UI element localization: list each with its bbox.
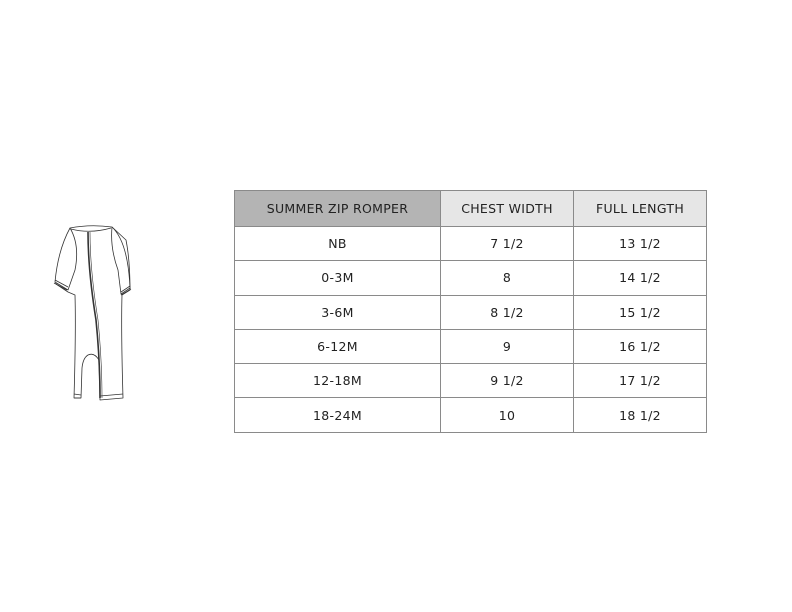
size-cell: NB bbox=[234, 225, 441, 262]
table-row: NB 7 1/2 13 1/2 bbox=[234, 225, 707, 262]
table-header-row: SUMMER ZIP ROMPER CHEST WIDTH FULL LENGT… bbox=[234, 190, 707, 227]
length-cell: 18 1/2 bbox=[573, 397, 707, 433]
header-style: SUMMER ZIP ROMPER bbox=[234, 190, 441, 227]
chest-cell: 9 bbox=[440, 328, 574, 365]
length-cell: 13 1/2 bbox=[573, 225, 707, 262]
table-row: 0-3M 8 14 1/2 bbox=[234, 260, 707, 296]
chest-cell: 10 bbox=[440, 397, 574, 433]
chest-cell: 8 bbox=[440, 260, 574, 296]
chest-cell: 7 1/2 bbox=[440, 225, 574, 262]
romper-illustration bbox=[53, 225, 132, 401]
length-cell: 17 1/2 bbox=[573, 363, 707, 399]
size-cell: 3-6M bbox=[234, 294, 441, 330]
size-cell: 0-3M bbox=[234, 260, 441, 296]
size-cell: 6-12M bbox=[234, 328, 441, 365]
size-cell: 18-24M bbox=[234, 397, 441, 433]
size-chart-table: SUMMER ZIP ROMPER CHEST WIDTH FULL LENGT… bbox=[234, 190, 707, 433]
table-row: 18-24M 10 18 1/2 bbox=[234, 397, 707, 433]
table-row: 3-6M 8 1/2 15 1/2 bbox=[234, 294, 707, 330]
length-cell: 16 1/2 bbox=[573, 328, 707, 365]
header-chest-width: CHEST WIDTH bbox=[440, 190, 574, 227]
chest-cell: 9 1/2 bbox=[440, 363, 574, 399]
length-cell: 15 1/2 bbox=[573, 294, 707, 330]
chest-cell: 8 1/2 bbox=[440, 294, 574, 330]
size-cell: 12-18M bbox=[234, 363, 441, 399]
length-cell: 14 1/2 bbox=[573, 260, 707, 296]
table-row: 12-18M 9 1/2 17 1/2 bbox=[234, 363, 707, 399]
table-row: 6-12M 9 16 1/2 bbox=[234, 328, 707, 365]
header-full-length: FULL LENGTH bbox=[573, 190, 707, 227]
